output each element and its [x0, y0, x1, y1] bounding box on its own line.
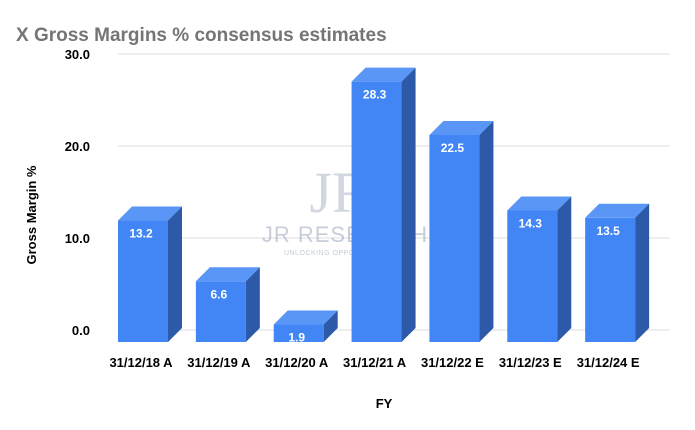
bar-side [323, 310, 338, 342]
x-tick-label: 31/12/22 E [421, 355, 484, 370]
y-tick-label: 10.0 [65, 231, 90, 246]
x-tick-label: 31/12/18 A [109, 355, 173, 370]
x-axis-ticks: 31/12/18 A 31/12/19 A 31/12/20 A 31/12/21 A… [109, 355, 639, 370]
bar-side [245, 267, 260, 342]
bar-top [585, 203, 650, 218]
bar-top [195, 267, 260, 282]
bar-front [351, 81, 402, 342]
x-tick-label: 31/12/20 A [265, 355, 329, 370]
bar-front [507, 210, 558, 342]
watermark-subtext: UNLOCKING OPPORTUNITIES [284, 250, 396, 257]
bar-side [168, 206, 182, 342]
bar [351, 67, 416, 342]
bar-front [429, 135, 480, 342]
y-axis-ticks: 0.0 10.0 20.0 30.0 [65, 47, 90, 338]
bar-front [273, 324, 324, 342]
bar-side [557, 196, 572, 342]
bar-side [479, 121, 494, 342]
data-label: 13.2 [129, 227, 153, 241]
data-label: 6.6 [211, 287, 228, 301]
bar [507, 196, 572, 342]
x-axis-label: FY [376, 396, 393, 411]
bar-top [118, 206, 182, 221]
y-tick-label: 30.0 [65, 47, 90, 62]
x-tick-label: 31/12/19 A [187, 355, 251, 370]
data-label: 13.5 [596, 224, 620, 238]
x-tick-label: 31/12/24 E [577, 355, 640, 370]
data-label: 14.3 [519, 216, 543, 230]
y-tick-label: 0.0 [72, 323, 90, 338]
y-tick-label: 20.0 [65, 139, 90, 154]
bar-side [401, 67, 416, 342]
chart-title: X Gross Margins % consensus estimates [16, 25, 387, 46]
bar-top [507, 196, 572, 211]
bar-side [635, 203, 650, 342]
bar [118, 206, 182, 342]
bar-front [195, 281, 246, 342]
bar-top [351, 67, 416, 82]
data-label: 28.3 [363, 88, 387, 102]
bar [195, 267, 260, 342]
bar-top [273, 310, 338, 325]
x-tick-label: 31/12/21 A [343, 355, 407, 370]
data-label: 1.9 [288, 331, 305, 345]
bar [429, 121, 494, 342]
bars: 13.2 6.6 1.9 28.3 22.5 14.3 13.5 [118, 67, 650, 345]
bar [273, 310, 338, 342]
bar-front [585, 217, 636, 342]
x-tick-label: 31/12/23 E [499, 355, 562, 370]
data-label: 22.5 [441, 141, 465, 155]
y-axis-label: Gross Margin % [24, 165, 39, 264]
bar-top [429, 121, 494, 135]
bar [585, 203, 650, 342]
bar-front [118, 220, 168, 342]
